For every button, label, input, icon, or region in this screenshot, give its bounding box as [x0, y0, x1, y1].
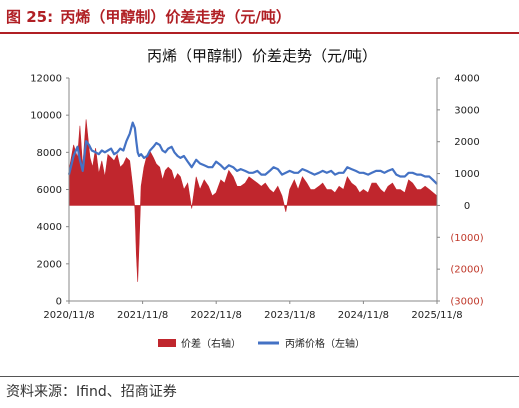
- y-right-tick-label: (3000): [450, 297, 483, 308]
- y-right-tick-label: 0: [464, 201, 470, 212]
- y-left-tick-label: 4000: [37, 222, 62, 233]
- x-tick-label: 2023/11/8: [264, 310, 315, 321]
- y-left-tick-label: 2000: [37, 259, 62, 270]
- x-tick-label: 2025/11/8: [411, 310, 462, 321]
- figure-caption: 丙烯（甲醇制）价差走势（元/吨）: [60, 8, 291, 26]
- y-right-tick-label: 1000: [454, 169, 479, 180]
- price-line: [67, 121, 438, 185]
- title-rule: [0, 32, 519, 34]
- x-tick-label: 2024/11/8: [338, 310, 389, 321]
- y-right-tick-label: 4000: [454, 74, 479, 85]
- legend-label-spread: 价差（右轴）: [181, 337, 241, 350]
- figure-title: 图 25: 丙烯（甲醇制）价差走势（元/吨）: [6, 5, 291, 29]
- spread-area: [68, 119, 438, 282]
- y-right-tick-label: (1000): [450, 233, 483, 244]
- legend-label-price: 丙烯价格（左轴）: [285, 337, 365, 350]
- figure-label: 图 25:: [6, 8, 54, 26]
- spread-area-layer: [68, 119, 438, 282]
- y-left-tick-label: 6000: [37, 185, 62, 196]
- price-line-layer: [67, 121, 438, 185]
- axes-layer: 020004000600080001000012000(3000)(2000)(…: [30, 74, 484, 322]
- y-right-tick-label: 3000: [454, 105, 479, 116]
- y-right-tick-label: 2000: [454, 137, 479, 148]
- y-left-tick-label: 10000: [30, 111, 62, 122]
- x-tick-label: 2021/11/8: [117, 310, 168, 321]
- y-left-tick-label: 12000: [30, 74, 62, 85]
- legend: 价差（右轴） 丙烯价格（左轴）: [158, 337, 365, 350]
- source-rule: [0, 376, 519, 377]
- y-right-tick-label: (2000): [450, 265, 483, 276]
- y-left-tick-label: 0: [56, 297, 62, 308]
- x-tick-label: 2022/11/8: [191, 310, 242, 321]
- legend-swatch-spread: [158, 339, 176, 347]
- x-tick-label: 2020/11/8: [43, 310, 94, 321]
- source-note: 资料来源：Ifind、招商证券: [6, 384, 177, 400]
- spread-chart: 丙烯（甲醇制）价差走势（元/吨） 02000400060008000100001…: [30, 47, 484, 350]
- y-left-tick-label: 8000: [37, 148, 62, 159]
- chart-title: 丙烯（甲醇制）价差走势（元/吨）: [147, 47, 377, 65]
